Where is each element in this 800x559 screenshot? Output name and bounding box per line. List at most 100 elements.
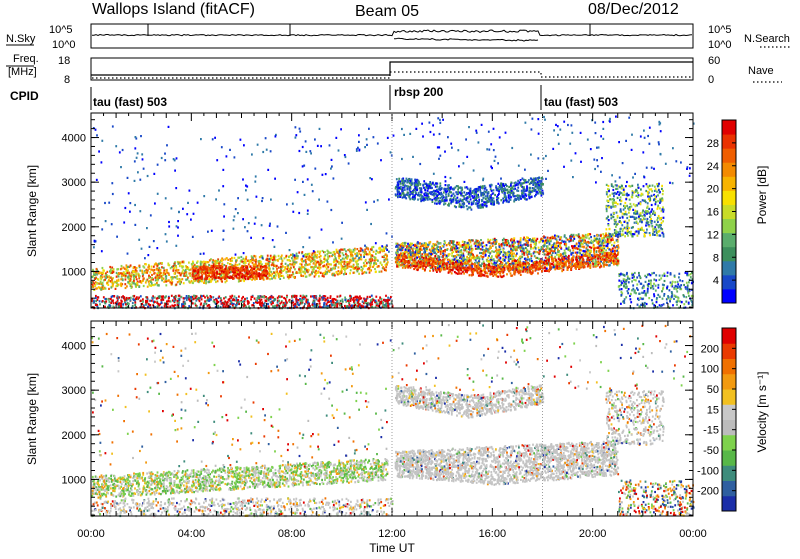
echo-cell bbox=[526, 185, 528, 187]
echo-cell bbox=[402, 190, 404, 192]
echo-cell bbox=[517, 187, 519, 189]
echo-cell bbox=[401, 180, 403, 182]
echo-cell bbox=[142, 298, 144, 300]
echo-cell bbox=[288, 270, 290, 272]
echo-cell bbox=[537, 185, 539, 187]
echo-cell bbox=[246, 185, 248, 187]
echo-cell bbox=[238, 274, 240, 276]
date-title: 08/Dec/2012 bbox=[588, 1, 679, 18]
echo-cell bbox=[142, 158, 144, 160]
echo-cell bbox=[168, 221, 170, 223]
echo-cell bbox=[409, 182, 411, 184]
echo-cell bbox=[457, 200, 459, 202]
echo-cell bbox=[237, 301, 239, 303]
echo-cell bbox=[305, 259, 307, 261]
echo-cell bbox=[504, 193, 506, 195]
echo-cell bbox=[355, 296, 357, 298]
echo-cell bbox=[256, 196, 258, 198]
echo-cell bbox=[205, 261, 207, 263]
echo-cell bbox=[164, 305, 166, 307]
echo-cell bbox=[203, 272, 205, 274]
echo-cell bbox=[180, 296, 182, 298]
echo-cell bbox=[233, 274, 235, 276]
echo-cell bbox=[273, 275, 275, 277]
echo-cell bbox=[380, 159, 382, 161]
echo-cell bbox=[105, 300, 107, 302]
echo-cell bbox=[279, 296, 281, 298]
echo-cell bbox=[419, 187, 421, 189]
echo-cell bbox=[223, 303, 225, 305]
echo-cell bbox=[531, 190, 533, 192]
echo-cell bbox=[529, 197, 531, 199]
echo-cell bbox=[158, 263, 160, 265]
echo-cell bbox=[136, 282, 138, 284]
echo-cell bbox=[319, 295, 321, 297]
echo-cell bbox=[381, 270, 383, 272]
echo-cell bbox=[446, 197, 448, 199]
echo-cell bbox=[151, 282, 153, 284]
echo-cell bbox=[513, 195, 515, 197]
echo-cell bbox=[168, 297, 170, 299]
echo-cell bbox=[520, 182, 522, 184]
echo-cell bbox=[366, 138, 368, 140]
echo-cell bbox=[296, 272, 298, 274]
echo-cell bbox=[191, 263, 193, 265]
echo-cell bbox=[381, 249, 383, 251]
echo-cell bbox=[167, 303, 169, 305]
echo-cell bbox=[227, 262, 229, 264]
echo-cell bbox=[221, 270, 223, 272]
echo-cell bbox=[332, 299, 334, 301]
echo-cell bbox=[156, 298, 158, 300]
echo-cell bbox=[168, 126, 170, 128]
echo-cell bbox=[214, 137, 216, 139]
echo-cell bbox=[228, 277, 230, 279]
echo-cell bbox=[541, 183, 543, 185]
cpid-segment-1: tau (fast) 503 bbox=[93, 95, 167, 109]
echo-cell bbox=[243, 270, 245, 272]
echo-cell bbox=[204, 300, 206, 302]
echo-cell bbox=[473, 201, 475, 203]
echo-cell bbox=[365, 259, 367, 261]
echo-cell bbox=[346, 305, 348, 307]
echo-cell bbox=[213, 265, 215, 267]
echo-cell bbox=[115, 288, 117, 290]
echo-cell bbox=[415, 184, 417, 186]
echo-cell bbox=[428, 185, 430, 187]
echo-cell bbox=[545, 257, 547, 259]
echo-cell bbox=[95, 297, 97, 299]
echo-cell bbox=[292, 211, 294, 213]
echo-cell bbox=[478, 201, 480, 203]
echo-cell bbox=[504, 187, 506, 189]
echo-cell bbox=[287, 259, 289, 261]
echo-cell bbox=[222, 277, 224, 279]
echo-cell bbox=[244, 226, 246, 228]
echo-cell bbox=[224, 264, 226, 266]
echo-cell bbox=[95, 295, 97, 297]
echo-cell bbox=[212, 272, 214, 274]
echo-cell bbox=[307, 210, 309, 212]
echo-cell bbox=[459, 206, 461, 208]
echo-cell bbox=[245, 256, 247, 258]
echo-cell bbox=[369, 296, 371, 298]
echo-cell bbox=[112, 295, 114, 297]
echo-cell bbox=[94, 240, 96, 242]
echo-cell bbox=[129, 202, 131, 204]
echo-cell bbox=[130, 278, 132, 280]
echo-cell bbox=[515, 181, 517, 183]
echo-cell bbox=[322, 250, 324, 252]
echo-cell bbox=[147, 286, 149, 288]
echo-cell bbox=[582, 250, 584, 252]
echo-cell bbox=[390, 151, 392, 153]
echo-cell bbox=[341, 222, 343, 224]
echo-cell bbox=[327, 201, 329, 203]
echo-cell bbox=[312, 190, 314, 192]
echo-cell bbox=[92, 269, 94, 271]
echo-cell bbox=[477, 189, 479, 191]
echo-cell bbox=[324, 256, 326, 258]
echo-cell bbox=[246, 297, 248, 299]
echo-cell bbox=[322, 265, 324, 267]
echo-cell bbox=[115, 145, 117, 147]
echo-cell bbox=[386, 232, 388, 234]
echo-cell bbox=[483, 197, 485, 199]
echo-cell bbox=[151, 266, 153, 268]
